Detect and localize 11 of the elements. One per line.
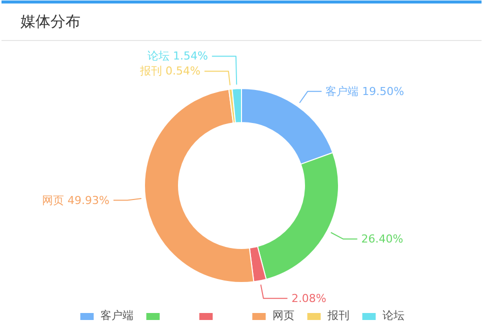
category-label: 报刊 0.54% xyxy=(140,64,200,78)
category-label: 论坛 1.54% xyxy=(147,50,208,63)
legend-label: 客户端 xyxy=(100,308,134,323)
category-label: 网页 49.93% xyxy=(42,194,110,207)
legend-label: 网页 xyxy=(272,308,294,323)
data-label: 26.40% xyxy=(361,232,404,246)
legend-label: 报刊 xyxy=(328,308,350,323)
data-label: 2.08% xyxy=(291,292,326,305)
category-label: 客户端 19.50% xyxy=(326,84,404,98)
chart-title: 媒体分布 xyxy=(20,12,80,30)
legend-label: 论坛 xyxy=(382,308,404,323)
